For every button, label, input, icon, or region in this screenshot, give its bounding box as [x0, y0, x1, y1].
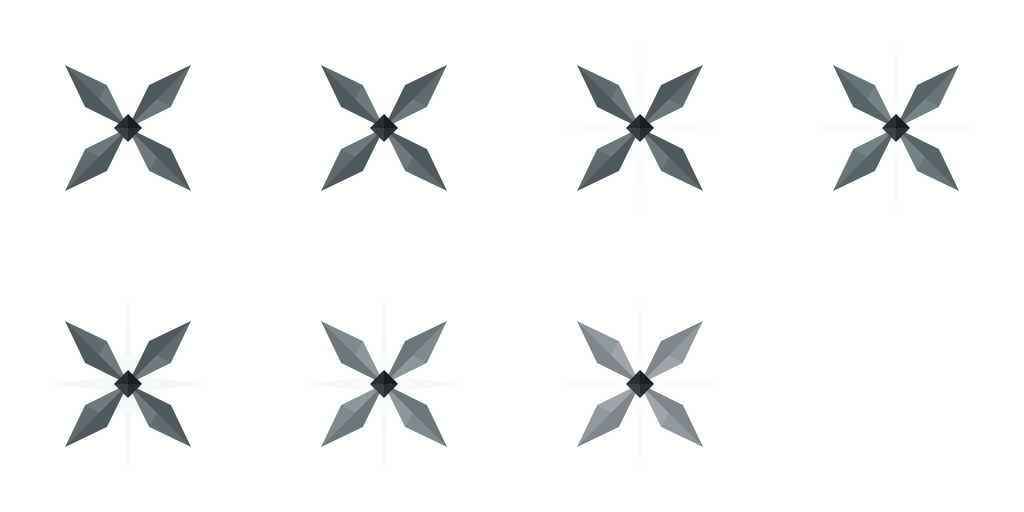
shuriken-blade	[896, 128, 959, 191]
shuriken-blade	[321, 384, 384, 447]
empty-frame	[768, 256, 1024, 512]
sprite-frame-5	[0, 256, 256, 512]
sprite-frame-2	[256, 0, 512, 256]
shuriken-icon	[304, 296, 464, 472]
shuriken-blade	[128, 128, 191, 191]
sprite-frame-1	[0, 0, 256, 256]
shuriken-blade	[384, 321, 447, 384]
shuriken-blade	[65, 321, 128, 384]
sprite-frame-6	[256, 256, 512, 512]
shuriken-blade	[577, 128, 640, 191]
sprite-frame-4	[768, 0, 1024, 256]
shuriken-icon	[65, 65, 191, 191]
shuriken-hub	[114, 370, 142, 398]
shuriken-blade	[577, 384, 640, 447]
shuriken-blade	[384, 384, 447, 447]
shuriken-hub	[370, 370, 398, 398]
shuriken-blade	[384, 65, 447, 128]
shuriken-blade	[128, 321, 191, 384]
shuriken-hub	[114, 114, 142, 142]
shuriken-blade	[384, 128, 447, 191]
shuriken-icon	[816, 40, 976, 216]
shuriken-blade	[128, 65, 191, 128]
shuriken-icon	[560, 296, 720, 472]
shuriken-blade	[128, 384, 191, 447]
shuriken-blade	[577, 65, 640, 128]
shuriken-hub	[882, 114, 910, 142]
shuriken-hub	[626, 370, 654, 398]
shuriken-blade	[65, 384, 128, 447]
shuriken-blade	[321, 128, 384, 191]
shuriken-hub	[626, 114, 654, 142]
shuriken-blade	[640, 384, 703, 447]
shuriken-blade	[65, 65, 128, 128]
shuriken-icon	[560, 40, 720, 216]
shuriken-blade	[833, 128, 896, 191]
shuriken-blade	[640, 65, 703, 128]
shuriken-blade	[640, 321, 703, 384]
shuriken-blade	[321, 65, 384, 128]
shuriken-icon	[48, 296, 208, 472]
sprite-frame-7	[512, 256, 768, 512]
shuriken-blade	[833, 65, 896, 128]
shuriken-blade	[577, 321, 640, 384]
shuriken-blade	[321, 321, 384, 384]
shuriken-icon	[321, 65, 447, 191]
shuriken-blade	[65, 128, 128, 191]
shuriken-blade	[640, 128, 703, 191]
sprite-frame-3	[512, 0, 768, 256]
shuriken-blade	[896, 65, 959, 128]
shuriken-hub	[370, 114, 398, 142]
